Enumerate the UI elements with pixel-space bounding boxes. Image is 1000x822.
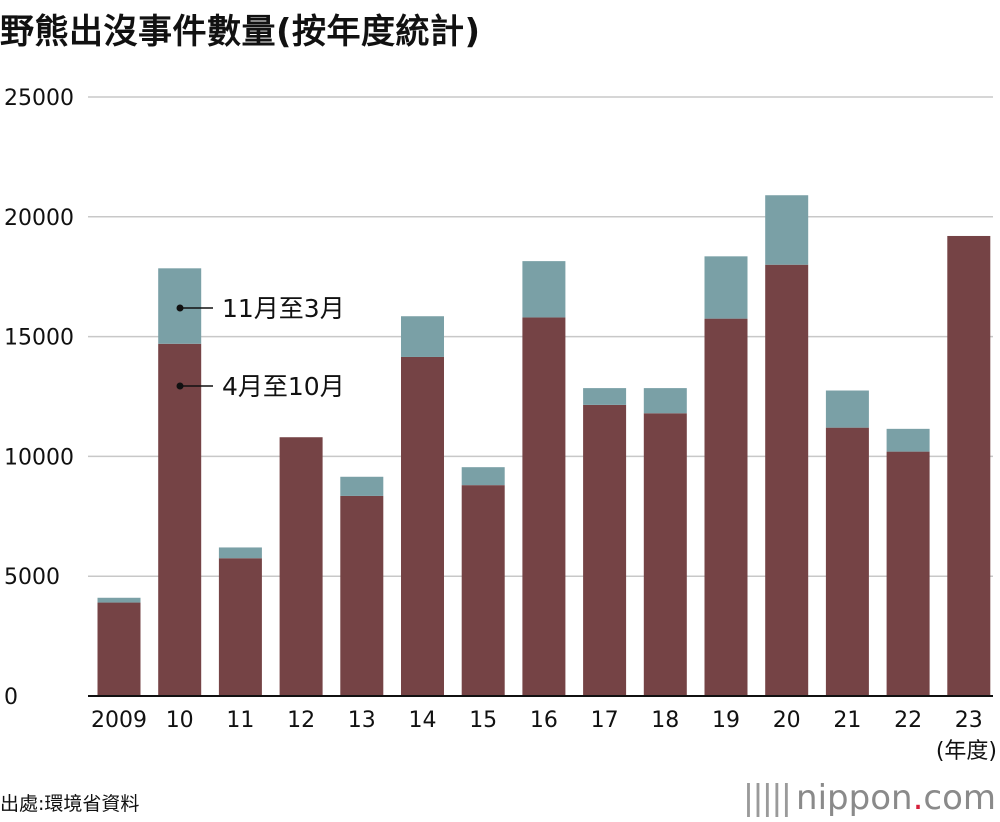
x-tick-label: 19 <box>712 708 740 733</box>
bar-nov-mar <box>765 195 809 265</box>
bars <box>97 195 991 696</box>
bar-apr-oct <box>886 451 930 696</box>
y-tick-label: 0 <box>4 685 18 710</box>
bar-apr-oct <box>947 235 991 696</box>
bar-nov-mar <box>643 388 687 414</box>
y-tick-label: 25000 <box>4 86 74 111</box>
y-tick-label: 5000 <box>4 565 60 590</box>
nippon-logo: ||||| nippon.com <box>742 778 996 818</box>
x-tick-label: 16 <box>530 708 558 733</box>
source-note: 出處:環境省資料 <box>0 793 140 815</box>
x-tick-label: 14 <box>409 708 437 733</box>
bar-nov-mar <box>522 261 566 318</box>
bar-apr-oct <box>765 264 809 696</box>
inline-legend: 11月至3月 4月至10月 <box>176 294 345 401</box>
x-tick-label: 13 <box>348 708 376 733</box>
x-tick-label: 2009 <box>91 708 147 733</box>
bar-nov-mar <box>704 256 748 319</box>
bar-apr-oct <box>704 318 748 696</box>
bar-nov-mar <box>218 547 262 559</box>
bar-apr-oct <box>522 317 566 696</box>
y-tick-label: 15000 <box>4 326 74 351</box>
x-tick-label: 10 <box>166 708 194 733</box>
x-tick-label: 11 <box>226 708 254 733</box>
x-tick-label: 23 <box>955 708 983 733</box>
bar-nov-mar <box>97 597 141 603</box>
chart-title: 野熊出沒事件數量(按年度統計) <box>0 12 481 52</box>
bar-nov-mar <box>461 467 505 486</box>
bar-nov-mar <box>340 476 384 496</box>
y-tick-label: 20000 <box>4 206 74 231</box>
x-tick-label: 15 <box>469 708 497 733</box>
bar-apr-oct <box>279 437 323 696</box>
bar-apr-oct <box>401 356 444 696</box>
bar-nov-mar <box>825 390 869 428</box>
bar-apr-oct <box>461 485 505 696</box>
x-tick-label: 21 <box>833 708 861 733</box>
bar-nov-mar <box>401 316 444 357</box>
bar-apr-oct <box>643 413 687 696</box>
bar-nov-mar <box>583 388 627 405</box>
bar-nov-mar <box>886 428 930 452</box>
x-unit-label: (年度) <box>936 739 997 764</box>
x-tick-label: 18 <box>651 708 679 733</box>
x-tick-label: 22 <box>894 708 922 733</box>
legend-label: 4月至10月 <box>222 372 345 401</box>
bar-apr-oct <box>340 495 384 696</box>
bar-apr-oct <box>825 427 869 696</box>
bar-apr-oct <box>583 404 627 696</box>
bar-apr-oct <box>97 602 141 696</box>
y-tick-label: 10000 <box>4 445 74 470</box>
x-tick-label: 12 <box>287 708 315 733</box>
x-tick-labels: 2009 10 11 12 13 14 15 16 17 18 19 20 21 22 23 <box>91 708 983 733</box>
x-tick-label: 20 <box>773 708 801 733</box>
y-tick-labels: 0 5000 10000 15000 20000 25000 <box>4 86 74 710</box>
bar-apr-oct <box>158 343 202 696</box>
bar-apr-oct <box>218 558 262 696</box>
logo-bars-icon: ||||| <box>742 778 792 818</box>
legend-label: 11月至3月 <box>222 294 345 323</box>
x-tick-label: 17 <box>591 708 619 733</box>
